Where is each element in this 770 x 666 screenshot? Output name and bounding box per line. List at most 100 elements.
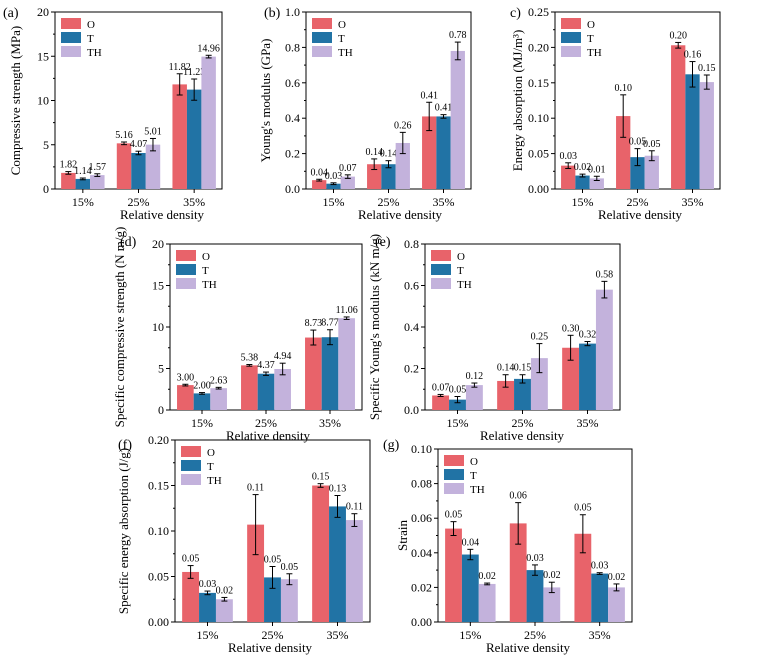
bar-TH bbox=[608, 587, 625, 622]
legend-swatch-T bbox=[181, 460, 201, 471]
y-tick-label: 0.00 bbox=[528, 182, 549, 196]
data-label: 0.03 bbox=[526, 553, 544, 564]
legend-label-O: O bbox=[207, 447, 215, 459]
panel-label: (b) bbox=[264, 6, 281, 21]
data-label: 4.07 bbox=[130, 139, 148, 150]
legend-swatch-O bbox=[181, 446, 201, 457]
legend-label-T: T bbox=[202, 265, 209, 277]
data-label: 0.05 bbox=[629, 137, 647, 148]
bar-O bbox=[247, 524, 265, 622]
x-tick-label: 15% bbox=[197, 628, 219, 642]
legend-swatch-O bbox=[561, 18, 581, 29]
bar-T bbox=[329, 506, 346, 622]
legend-label-T: T bbox=[457, 265, 464, 277]
legend-swatch-O bbox=[431, 250, 451, 261]
bar-O bbox=[574, 533, 592, 622]
bar-T bbox=[131, 152, 146, 189]
data-label: 0.11 bbox=[346, 502, 363, 513]
y-tick-label: 0.6 bbox=[404, 279, 419, 293]
bar-O bbox=[422, 116, 437, 189]
y-tick-label: 0.02 bbox=[411, 580, 432, 594]
y-tick-label: 0.2 bbox=[404, 362, 419, 376]
x-axis-title: Relative density bbox=[480, 428, 565, 443]
x-tick-label: 15% bbox=[72, 195, 94, 209]
y-axis-title: Energy absorption (MJ/m³) bbox=[510, 30, 525, 172]
legend-label-T: T bbox=[338, 33, 345, 45]
legend-label-O: O bbox=[87, 19, 95, 31]
bar-TH bbox=[543, 587, 561, 622]
x-tick-label: 25% bbox=[262, 628, 284, 642]
y-tick-label: 0.8 bbox=[285, 40, 300, 54]
data-label: 0.16 bbox=[684, 50, 702, 61]
x-tick-label: 35% bbox=[682, 195, 704, 209]
chart-panel-1: (a) 0 5 10 15 20 15% 25% 35%Relative density Comp… bbox=[3, 5, 223, 222]
y-tick-label: 0 bbox=[43, 182, 49, 196]
data-label: 0.02 bbox=[574, 162, 592, 173]
legend-swatch-T bbox=[176, 264, 196, 275]
bar-T bbox=[436, 116, 451, 189]
legend-label-O: O bbox=[202, 251, 210, 263]
legend-swatch-TH bbox=[431, 278, 451, 289]
y-tick-label: 0.20 bbox=[148, 433, 169, 447]
data-label: 8.77 bbox=[321, 318, 339, 329]
data-label: 0.30 bbox=[562, 323, 580, 334]
data-label: 0.04 bbox=[310, 167, 328, 178]
bar-O bbox=[241, 365, 258, 410]
bar-TH bbox=[201, 56, 216, 189]
bar-O bbox=[61, 172, 76, 189]
y-tick-label: 0.00 bbox=[148, 615, 169, 629]
x-tick-label: 35% bbox=[319, 416, 341, 430]
data-label: 1.14 bbox=[74, 166, 92, 177]
y-axis-title: Young's modulus (GPa) bbox=[258, 39, 273, 163]
x-tick-label: 35% bbox=[327, 628, 349, 642]
data-label: 11.82 bbox=[169, 62, 191, 73]
data-label: 0.20 bbox=[669, 30, 687, 41]
bar-T bbox=[257, 373, 275, 410]
x-tick-label: 25% bbox=[524, 628, 546, 642]
bar-T bbox=[579, 343, 596, 410]
bar-O bbox=[182, 571, 200, 622]
bar-TH bbox=[274, 368, 291, 410]
bar-TH bbox=[345, 520, 363, 622]
data-label: 0.06 bbox=[509, 491, 527, 502]
legend-label-TH: TH bbox=[587, 47, 602, 59]
y-tick-label: 0.4 bbox=[404, 320, 419, 334]
legend-label-TH: TH bbox=[207, 475, 222, 487]
data-label: 11.06 bbox=[336, 305, 358, 316]
y-tick-label: 0.10 bbox=[148, 524, 169, 538]
data-label: 0.02 bbox=[543, 570, 561, 581]
legend-label-T: T bbox=[587, 33, 594, 45]
panel-label: (g) bbox=[383, 438, 400, 453]
legend-swatch-TH bbox=[312, 46, 332, 57]
y-tick-label: 5 bbox=[158, 362, 164, 376]
panel-label: c) bbox=[510, 6, 521, 21]
y-tick-label: 0.25 bbox=[528, 5, 549, 19]
y-tick-label: 10 bbox=[152, 320, 164, 334]
y-tick-label: 0.06 bbox=[411, 511, 432, 525]
data-label: 0.02 bbox=[216, 585, 234, 596]
data-label: 11.23 bbox=[183, 67, 205, 78]
x-tick-label: 25% bbox=[627, 195, 649, 209]
data-label: 0.02 bbox=[478, 571, 496, 582]
panel-label: (a) bbox=[3, 6, 19, 21]
bar-O bbox=[562, 347, 580, 410]
bar-TH bbox=[338, 318, 355, 410]
x-axis-title: Relative density bbox=[598, 207, 683, 222]
bar-O bbox=[116, 143, 132, 189]
x-tick-label: 25% bbox=[255, 416, 277, 430]
y-tick-label: 0.8 bbox=[404, 237, 419, 251]
x-axis-title: Relative density bbox=[226, 428, 311, 443]
bar-O bbox=[561, 165, 576, 189]
panel-label: (d) bbox=[120, 235, 137, 250]
x-tick-label: 35% bbox=[433, 195, 455, 209]
bar-TH bbox=[210, 388, 227, 410]
panel-label: (e) bbox=[375, 235, 391, 250]
y-axis-title: Specific Young's modulus (kN m/g) bbox=[367, 234, 382, 420]
y-axis-title: Strain bbox=[395, 519, 410, 551]
data-label: 0.14 bbox=[497, 363, 515, 374]
data-label: 8.73 bbox=[305, 318, 323, 329]
legend-swatch-TH bbox=[444, 483, 464, 494]
bar-TH bbox=[644, 155, 659, 189]
bar-O bbox=[671, 45, 686, 189]
legend-label-T: T bbox=[207, 461, 214, 473]
